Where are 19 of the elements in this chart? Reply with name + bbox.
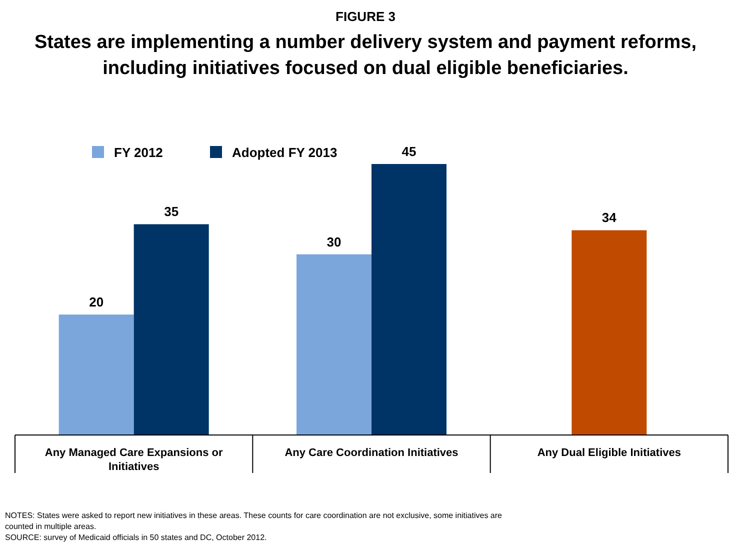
source-note: SOURCE: survey of Medicaid officials in 50 states and DC, October 2012. bbox=[5, 533, 267, 542]
x-tick-label: Any Managed Care Expansions or Initiatives bbox=[44, 447, 224, 473]
data-label: 34 bbox=[602, 210, 618, 226]
bar bbox=[134, 224, 209, 435]
chart-title: FIGURE 3 bbox=[336, 9, 396, 24]
data-label: 35 bbox=[164, 204, 179, 220]
bar bbox=[572, 230, 647, 435]
bar bbox=[372, 164, 446, 435]
legend-label: Adopted FY 2013 bbox=[232, 145, 338, 160]
data-label: 45 bbox=[402, 144, 416, 159]
legend-label: FY 2012 bbox=[114, 145, 163, 160]
chart-subtitle: States are implementing a number delivery system and payment reforms, including initiatives focused on dual eligible beneficiaries. bbox=[34, 32, 697, 79]
data-label: 30 bbox=[326, 234, 342, 250]
data-label: 20 bbox=[89, 294, 104, 310]
text: NOTES: States were asked to report new initiatives in these areas. These counts for care coordination are not exclusive, some initiatives are counted in multiple areas. bbox=[5, 511, 503, 531]
bar bbox=[296, 254, 372, 435]
x-tick-label: Any Dual Eligible Initiatives bbox=[537, 447, 681, 459]
x-tick-label: Any Care Coordination Initiatives bbox=[284, 447, 458, 459]
bar bbox=[58, 314, 134, 435]
